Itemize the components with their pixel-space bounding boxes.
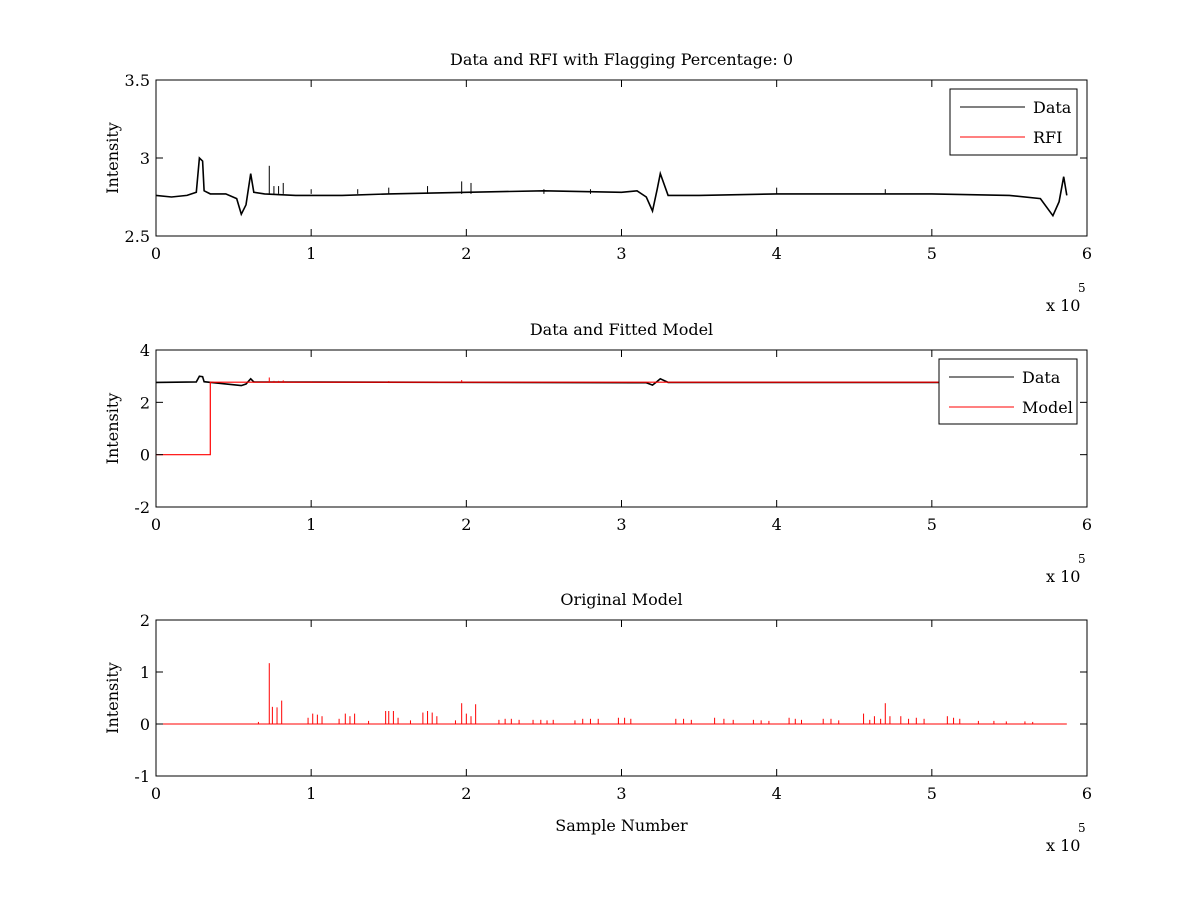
subplot-title: Data and RFI with Flagging Percentage: 0: [450, 50, 793, 69]
y-tick-label: 1: [140, 663, 150, 682]
legend-box: [938, 358, 1078, 425]
axes-box: [155, 349, 1088, 508]
x-tick-label: 5: [927, 244, 937, 263]
x-tick-label: 3: [616, 244, 626, 263]
x-tick-label: 1: [306, 244, 316, 263]
y-tick-label: 0: [140, 715, 150, 734]
legend: Data Model: [938, 358, 1078, 425]
legend-label: Data: [1033, 98, 1072, 117]
axes-box: [155, 619, 1088, 777]
y-tick-label: -1: [134, 767, 150, 786]
x-tick-label: 2: [461, 244, 471, 263]
x-tick-label: 0: [151, 784, 161, 803]
legend-label: RFI: [1033, 128, 1062, 147]
x-tick-label: 2: [461, 784, 471, 803]
x-multiplier-label: x 10: [1046, 296, 1080, 315]
subplot-title: Data and Fitted Model: [530, 320, 713, 339]
x-tick-label: 4: [772, 244, 782, 263]
x-tick-label: 3: [616, 784, 626, 803]
legend: Data RFI: [949, 88, 1078, 156]
y-tick-label: 2.5: [125, 227, 150, 246]
plot-area: [156, 663, 1067, 725]
x-tick-label: 6: [1082, 784, 1092, 803]
series-3-spikes: [268, 165, 886, 194]
y-tick-label: -2: [134, 498, 150, 517]
x-tick-label: 5: [927, 515, 937, 534]
axes-box: [155, 79, 1088, 237]
x-multiplier-exponent: 5: [1078, 281, 1086, 295]
x-tick-label: 5: [927, 784, 937, 803]
subplot-title: Original Model: [560, 590, 682, 609]
x-multiplier-exponent: 5: [1078, 821, 1086, 835]
x-tick-label: 6: [1082, 244, 1092, 263]
y-axis-label: Intensity: [103, 122, 122, 194]
x-tick-label: 2: [461, 515, 471, 534]
x-tick-label: 4: [772, 515, 782, 534]
x-tick-label: 3: [616, 515, 626, 534]
subplot-1: 0 1 2 3 4 5 6 2.5 3 3.5 Data and RFI with Flagging…: [103, 50, 1092, 315]
legend-box: [949, 88, 1078, 156]
x-multiplier-exponent: 5: [1078, 552, 1086, 566]
model-line: [156, 381, 1067, 456]
y-tick-label: 3: [140, 149, 150, 168]
plot-area: [156, 156, 1068, 218]
legend-label: Data: [1022, 368, 1061, 387]
y-axis-label: Intensity: [103, 662, 122, 734]
x-multiplier-label: x 10: [1046, 567, 1080, 586]
x-tick-label: 1: [306, 784, 316, 803]
x-axis-label: Sample Number: [555, 816, 688, 835]
y-tick-label: 3.5: [125, 71, 150, 90]
x-tick-label: 0: [151, 244, 161, 263]
axes-layer: 0 1 2 3 4 5 6 2.5 3 3.5 Data and RFI with Flagging…: [103, 50, 1092, 855]
x-tick-label: 1: [306, 515, 316, 534]
y-tick-label: 2: [140, 611, 150, 630]
plot-area: [156, 375, 1067, 456]
y-tick-label: 4: [140, 341, 150, 360]
y-tick-label: 2: [140, 393, 150, 412]
x-tick-label: 4: [772, 784, 782, 803]
y-axis-label: Intensity: [103, 393, 122, 465]
data-line: [156, 375, 1067, 387]
x-tick-label: 6: [1082, 515, 1092, 534]
y-tick-label: 0: [140, 446, 150, 465]
series-1-spikes: [156, 663, 1067, 725]
x-tick-label: 0: [151, 515, 161, 534]
legend-label: Model: [1022, 398, 1073, 417]
series-3-spikes: [268, 377, 463, 383]
x-multiplier-label: x 10: [1046, 836, 1080, 855]
